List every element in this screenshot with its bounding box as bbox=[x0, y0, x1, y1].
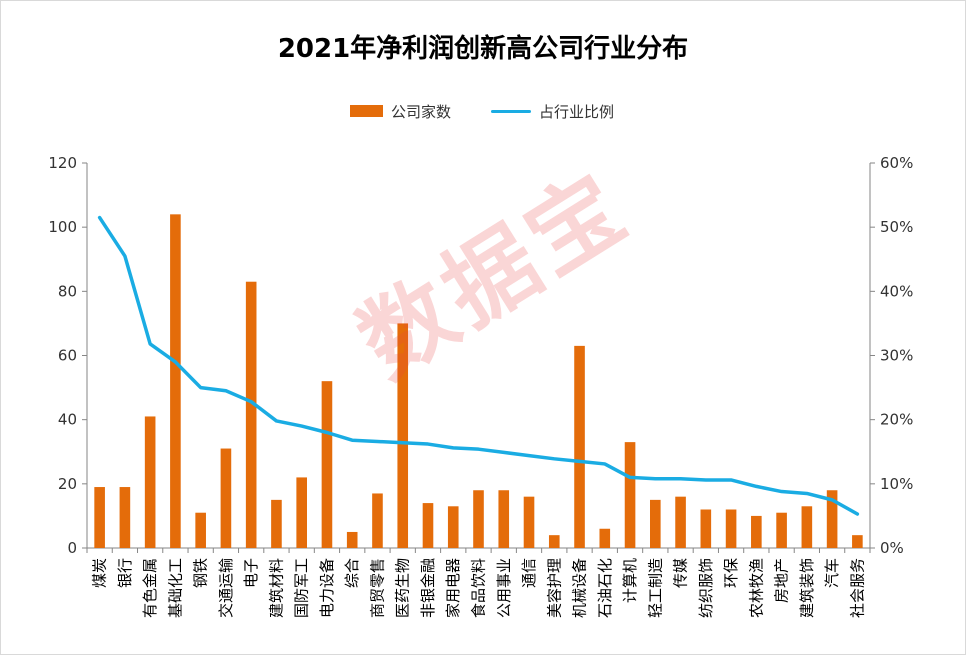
bar bbox=[397, 323, 409, 548]
category-label: 传媒 bbox=[672, 558, 690, 588]
category-label: 公用事业 bbox=[495, 558, 513, 618]
bar bbox=[801, 506, 813, 548]
bar bbox=[675, 496, 686, 548]
category-label: 国防军工 bbox=[293, 558, 311, 618]
bar bbox=[473, 490, 484, 548]
category-label: 汽车 bbox=[823, 558, 841, 588]
bar bbox=[776, 512, 787, 548]
category-label: 综合 bbox=[343, 558, 361, 588]
legend-swatch-line bbox=[491, 109, 532, 113]
bar bbox=[574, 345, 585, 548]
category-label: 机械设备 bbox=[571, 558, 589, 618]
y-left-tick-label: 20 bbox=[58, 475, 77, 493]
category-label: 计算机 bbox=[621, 558, 639, 603]
category-label: 钢铁 bbox=[192, 558, 210, 588]
bar bbox=[422, 503, 434, 548]
category-label: 非银金融 bbox=[419, 558, 437, 618]
y-right-tick-label: 20% bbox=[880, 411, 913, 429]
bar bbox=[725, 509, 737, 548]
bar bbox=[447, 506, 459, 548]
y-left-tick-label: 100 bbox=[48, 218, 77, 236]
category-label: 房地产 bbox=[773, 558, 791, 603]
y-left-tick-label: 0 bbox=[67, 539, 77, 557]
category-label: 石油石化 bbox=[596, 558, 614, 618]
category-label: 电力设备 bbox=[318, 558, 336, 618]
category-label: 通信 bbox=[520, 558, 538, 588]
bar bbox=[852, 535, 863, 548]
bar bbox=[700, 509, 712, 548]
category-label: 食品饮料 bbox=[470, 558, 488, 618]
bar bbox=[624, 442, 636, 548]
y-left-tick-label: 80 bbox=[58, 282, 77, 300]
y-right-tick-label: 50% bbox=[880, 218, 913, 236]
legend-item-line: 占行业比例 bbox=[491, 101, 614, 122]
category-label: 电子 bbox=[242, 558, 260, 588]
category-label: 交通运输 bbox=[217, 558, 235, 618]
bar bbox=[826, 490, 838, 548]
bar bbox=[119, 487, 131, 548]
bar bbox=[346, 531, 358, 548]
bar bbox=[245, 281, 257, 548]
category-label: 家用电器 bbox=[444, 558, 462, 618]
legend-label-bar: 公司家数 bbox=[391, 102, 452, 121]
category-label: 环保 bbox=[722, 558, 740, 588]
y-left-tick-label: 120 bbox=[48, 154, 77, 172]
category-label: 建筑装饰 bbox=[798, 558, 816, 618]
y-left-tick-label: 60 bbox=[58, 347, 77, 365]
bar bbox=[195, 512, 206, 548]
category-label: 农林牧渔 bbox=[747, 558, 765, 618]
category-label: 银行 bbox=[116, 558, 134, 588]
y-right-tick-label: 40% bbox=[880, 282, 913, 300]
category-label: 有色金属 bbox=[141, 558, 159, 618]
category-label: 美容护理 bbox=[545, 558, 563, 618]
bar bbox=[296, 477, 307, 548]
category-label: 社会服务 bbox=[848, 558, 866, 618]
category-label: 轻工制造 bbox=[646, 558, 664, 618]
bar bbox=[498, 490, 510, 548]
category-label: 建筑材料 bbox=[267, 558, 285, 618]
bar bbox=[650, 499, 661, 548]
y-right-tick-label: 0% bbox=[880, 539, 904, 557]
category-label: 商贸零售 bbox=[368, 558, 386, 618]
y-left-tick-label: 40 bbox=[58, 411, 77, 429]
bar bbox=[548, 535, 560, 548]
series-line bbox=[97, 215, 860, 516]
category-label: 基础化工 bbox=[166, 558, 184, 618]
y-right-tick-label: 30% bbox=[880, 347, 913, 365]
category-label: 医药生物 bbox=[394, 558, 412, 618]
legend-swatch-bar bbox=[350, 105, 383, 117]
chart-title: 2021年净利润创新高公司行业分布 bbox=[277, 34, 689, 64]
category-label: 煤炭 bbox=[91, 558, 109, 588]
bar bbox=[523, 496, 535, 548]
bar bbox=[321, 381, 333, 548]
bar bbox=[372, 493, 383, 548]
bar bbox=[170, 214, 181, 549]
bar bbox=[751, 515, 762, 548]
bar bbox=[271, 499, 282, 548]
bar bbox=[94, 487, 105, 548]
y-right-tick-label: 60% bbox=[880, 154, 913, 172]
legend-item-bar: 公司家数 bbox=[350, 101, 451, 122]
bar bbox=[220, 448, 232, 548]
legend-label-line: 占行业比例 bbox=[539, 102, 615, 121]
bar bbox=[599, 528, 611, 548]
chart-legend: 公司家数 占行业比例 bbox=[350, 100, 654, 122]
bar bbox=[144, 416, 156, 548]
y-right-tick-label: 10% bbox=[880, 475, 913, 493]
category-label: 纺织服饰 bbox=[697, 558, 715, 618]
